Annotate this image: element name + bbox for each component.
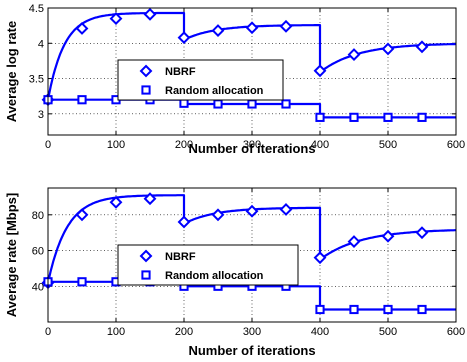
random-allocation-data-point [213, 99, 223, 109]
random-allocation-data-point [417, 112, 427, 122]
nbrf-data-point [143, 7, 157, 21]
legend-label: NBRF [165, 251, 196, 263]
chart-top-log-rate: 0 100 200 300 400 500 600 3 3.5 4 4.5 NBRF Random al… [4, 3, 465, 156]
nbrf-data-point [177, 31, 191, 45]
random-allocation-data-point [247, 99, 257, 109]
nbrf-data-point [75, 22, 89, 35]
nbrf-data-point [313, 251, 327, 265]
random-allocation-data-point [349, 304, 359, 315]
y-tick-label: 4 [38, 38, 44, 50]
x-tick-label: 0 [45, 139, 51, 151]
x-tick-label: 300 [243, 326, 261, 338]
x-tick-label: 100 [107, 326, 125, 338]
x-tick-label: 400 [311, 326, 329, 338]
random-allocation-data-point [77, 95, 87, 105]
nbrf-data-point [211, 208, 225, 222]
nbrf-data-point [177, 215, 191, 229]
x-tick-label: 100 [107, 139, 125, 151]
x-tick-label: 500 [379, 139, 397, 151]
y-tick-label: 3 [38, 109, 44, 121]
x-axis-label: Number of iterations [188, 141, 315, 156]
x-tick-label: 200 [175, 326, 193, 338]
random-allocation-data-point [349, 112, 359, 122]
random-allocation-data-point [179, 98, 189, 108]
y-axis-label: Average rate [Mbps] [4, 193, 19, 318]
nbrf-data-point [279, 19, 293, 33]
nbrf-data-point [279, 203, 293, 216]
legend-label: Random allocation [165, 270, 264, 282]
legend-marker-nbrf [139, 249, 153, 263]
x-tick-label: 200 [175, 139, 193, 151]
y-tick-label: 4.5 [29, 3, 44, 15]
nbrf-data-point [415, 226, 429, 240]
random-allocation-data-point [315, 304, 325, 315]
x-tick-label: 500 [379, 326, 397, 338]
nbrf-data-point [381, 229, 395, 243]
random-allocation-data-point [315, 112, 325, 122]
legend-marker-random-allocation [141, 270, 151, 280]
random-allocation-data-point [383, 112, 393, 122]
y-axis-label: Average log rate [4, 21, 19, 122]
nbrf-data-point [245, 21, 259, 35]
legend-label: Random allocation [165, 85, 264, 97]
random-allocation-data-point [383, 304, 393, 315]
random-allocation-data-point [417, 304, 427, 315]
nbrf-data-point [347, 48, 361, 61]
x-tick-label: 0 [45, 326, 51, 338]
x-axis-label: Number of iterations [188, 343, 315, 358]
chart-bottom-rate-mbps: 0 100 200 300 400 500 600 40 60 80 NBRF Random allo… [4, 187, 465, 358]
x-tick-label: 300 [243, 139, 261, 151]
y-tick-label: 80 [32, 210, 44, 222]
x-tick-label: 600 [447, 326, 465, 338]
nbrf-data-point [211, 24, 225, 37]
legend-marker-nbrf [139, 64, 153, 78]
y-tick-label: 40 [32, 281, 44, 293]
x-tick-label: 400 [311, 139, 329, 151]
nbrf-data-point [143, 192, 157, 206]
x-tick-label: 600 [447, 139, 465, 151]
nbrf-data-point [245, 204, 259, 218]
random-allocation-data-point [281, 99, 291, 109]
nbrf-data-point [381, 42, 395, 56]
axes-frame [47, 187, 457, 323]
nbrf-data-point [313, 64, 327, 78]
nbrf-data-point [109, 12, 123, 25]
random-allocation-data-point [77, 277, 87, 287]
legend-marker-random-allocation [141, 85, 151, 95]
y-tick-label: 3.5 [29, 74, 44, 86]
nbrf-data-point [415, 40, 429, 54]
nbrf-data-point [347, 235, 361, 249]
nbrf-data-point [109, 195, 123, 209]
nbrf-data-point [75, 208, 89, 222]
legend-label: NBRF [165, 66, 196, 78]
y-tick-label: 60 [32, 246, 44, 258]
axes-frame [47, 7, 457, 136]
